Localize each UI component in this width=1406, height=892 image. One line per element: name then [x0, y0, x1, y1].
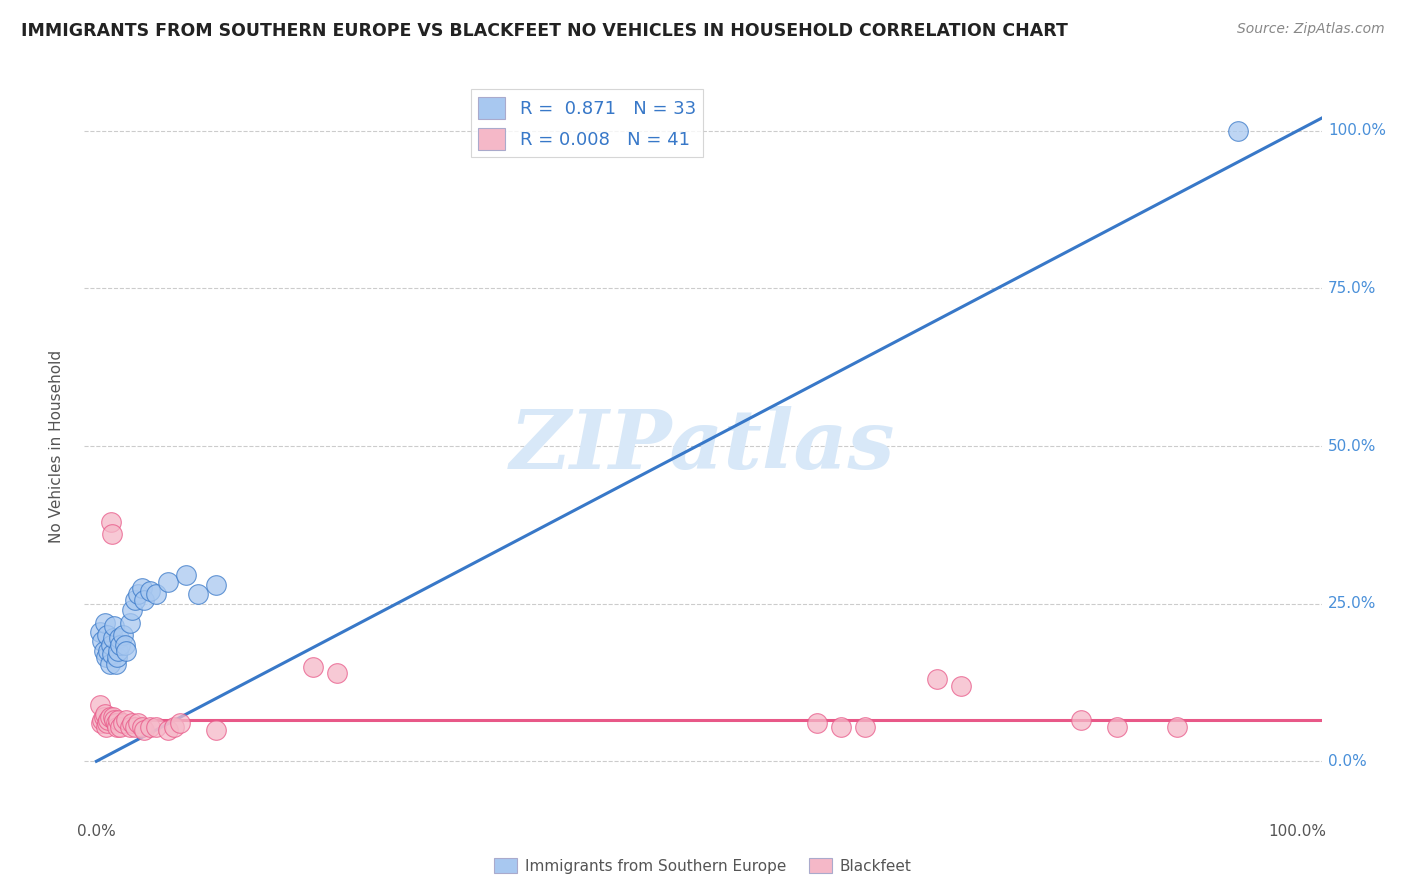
Point	[121, 603, 143, 617]
Point	[111, 716, 134, 731]
Text: 50.0%: 50.0%	[1327, 439, 1376, 453]
Point	[118, 615, 141, 630]
Text: 25.0%: 25.0%	[1327, 596, 1376, 611]
Point	[187, 587, 209, 601]
Point	[94, 615, 117, 630]
Point	[101, 647, 124, 661]
Point	[325, 665, 347, 680]
Point	[1226, 124, 1249, 138]
Point	[1166, 720, 1188, 734]
Point	[1107, 720, 1129, 734]
Point	[950, 679, 973, 693]
Point	[96, 716, 118, 731]
Point	[94, 650, 117, 665]
Point	[107, 644, 129, 658]
Y-axis label: No Vehicles in Household: No Vehicles in Household	[49, 350, 63, 542]
Point	[111, 628, 134, 642]
Point	[91, 714, 114, 728]
Point	[96, 628, 118, 642]
Point	[169, 716, 191, 731]
Point	[103, 714, 125, 728]
Point	[131, 581, 153, 595]
Legend: R =  0.871   N = 33, R = 0.008   N = 41: R = 0.871 N = 33, R = 0.008 N = 41	[471, 89, 703, 157]
Point	[103, 710, 125, 724]
Point	[89, 625, 111, 640]
Point	[927, 673, 949, 687]
Point	[176, 568, 198, 582]
Point	[114, 638, 136, 652]
Point	[101, 527, 124, 541]
Point	[157, 574, 180, 589]
Point	[104, 657, 127, 671]
Text: 75.0%: 75.0%	[1327, 281, 1376, 296]
Point	[145, 587, 167, 601]
Point	[163, 720, 186, 734]
Point	[90, 716, 112, 731]
Point	[134, 723, 156, 737]
Point	[205, 723, 228, 737]
Point	[853, 720, 876, 734]
Point	[89, 698, 111, 712]
Point	[1070, 714, 1092, 728]
Point	[139, 584, 162, 599]
Point	[100, 638, 122, 652]
Point	[145, 720, 167, 734]
Text: ZIPatlas: ZIPatlas	[510, 406, 896, 486]
Point	[97, 644, 120, 658]
Text: Source: ZipAtlas.com: Source: ZipAtlas.com	[1237, 22, 1385, 37]
Text: 0.0%: 0.0%	[1327, 754, 1367, 769]
Point	[110, 720, 132, 734]
Point	[301, 659, 323, 673]
Point	[110, 638, 132, 652]
Text: IMMIGRANTS FROM SOUTHERN EUROPE VS BLACKFEET NO VEHICLES IN HOUSEHOLD CORRELATIO: IMMIGRANTS FROM SOUTHERN EUROPE VS BLACK…	[21, 22, 1069, 40]
Point	[97, 714, 120, 728]
Point	[157, 723, 180, 737]
Point	[100, 515, 122, 529]
Point	[91, 634, 114, 648]
Point	[134, 593, 156, 607]
Point	[103, 632, 125, 646]
Text: 100.0%: 100.0%	[1327, 123, 1386, 138]
Point	[127, 587, 149, 601]
Point	[118, 720, 141, 734]
Point	[105, 650, 128, 665]
Point	[131, 720, 153, 734]
Point	[115, 644, 138, 658]
Point	[830, 720, 852, 734]
Point	[115, 714, 138, 728]
Point	[94, 720, 117, 734]
Legend: Immigrants from Southern Europe, Blackfeet: Immigrants from Southern Europe, Blackfe…	[488, 852, 918, 880]
Point	[205, 578, 228, 592]
Point	[124, 720, 146, 734]
Point	[93, 644, 115, 658]
Point	[93, 710, 115, 724]
Point	[105, 720, 128, 734]
Point	[108, 632, 131, 646]
Point	[127, 716, 149, 731]
Point	[124, 593, 146, 607]
Point	[98, 657, 121, 671]
Point	[806, 716, 828, 731]
Point	[98, 710, 121, 724]
Point	[107, 714, 129, 728]
Point	[104, 716, 127, 731]
Point	[94, 706, 117, 721]
Point	[103, 618, 125, 632]
Point	[139, 720, 162, 734]
Point	[121, 716, 143, 731]
